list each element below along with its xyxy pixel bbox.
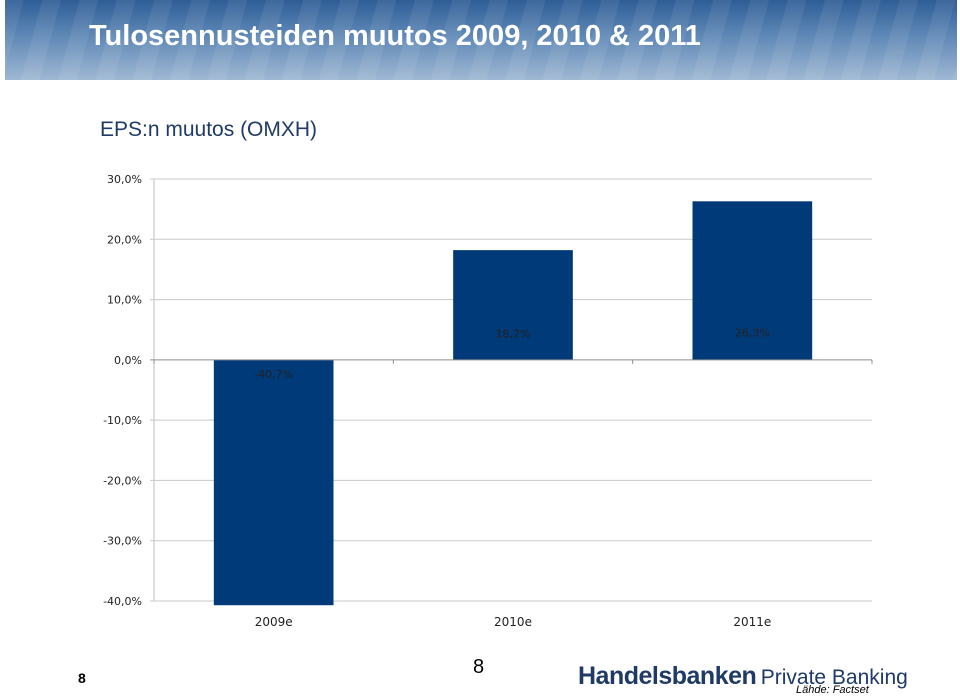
zero-axis (150, 359, 873, 364)
x-axis-category-labels: 2009e 2010e 2011e (255, 615, 772, 629)
data-label: 26,3% (735, 326, 770, 339)
y-tick-label: 0,0% (114, 354, 142, 367)
data-label: -40,7% (254, 368, 293, 381)
y-tick-label: -20,0% (103, 474, 142, 487)
bar-2011e (692, 201, 813, 360)
bar-2009e (213, 359, 334, 606)
data-label: 18,2% (496, 328, 531, 341)
x-tick-label: 2009e (255, 615, 293, 629)
source-note: Lähde: Factset (796, 684, 869, 696)
page-number-left: 8 (78, 670, 86, 686)
header-banner: Tulosennusteiden muutos 2009, 2010 & 201… (5, 0, 957, 80)
data-labels: -40,7% 18,2% 26,3% (254, 326, 770, 380)
page-number-center: 8 (473, 656, 485, 678)
bars (213, 201, 813, 606)
y-tick-label: -40,0% (103, 595, 142, 608)
y-tick-label: 20,0% (107, 233, 142, 246)
brand-name: Handelsbanken (578, 662, 757, 690)
x-tick-label: 2011e (733, 615, 771, 629)
y-tick-label: 10,0% (107, 294, 142, 307)
x-tick-label: 2010e (494, 615, 532, 629)
bar-2010e (453, 250, 573, 360)
chart-title: EPS:n muutos (OMXH) (100, 118, 318, 141)
brand-subtitle: Private Banking (760, 666, 908, 689)
brand-logo: Handelsbanken Private Banking (578, 662, 908, 691)
y-axis-tick-labels: 30,0% 20,0% 10,0% 0,0% -10,0% -20,0% -30,0% -40… (103, 173, 142, 608)
page-title: Tulosennusteiden muutos 2009, 2010 & 201… (89, 20, 701, 52)
y-tick-label: -30,0% (103, 535, 142, 548)
y-tick-label: -10,0% (103, 414, 142, 427)
bar-chart: 30,0% 20,0% 10,0% 0,0% -10,0% -20,0% -30,0% -40… (103, 173, 873, 629)
y-tick-label: 30,0% (107, 173, 142, 186)
